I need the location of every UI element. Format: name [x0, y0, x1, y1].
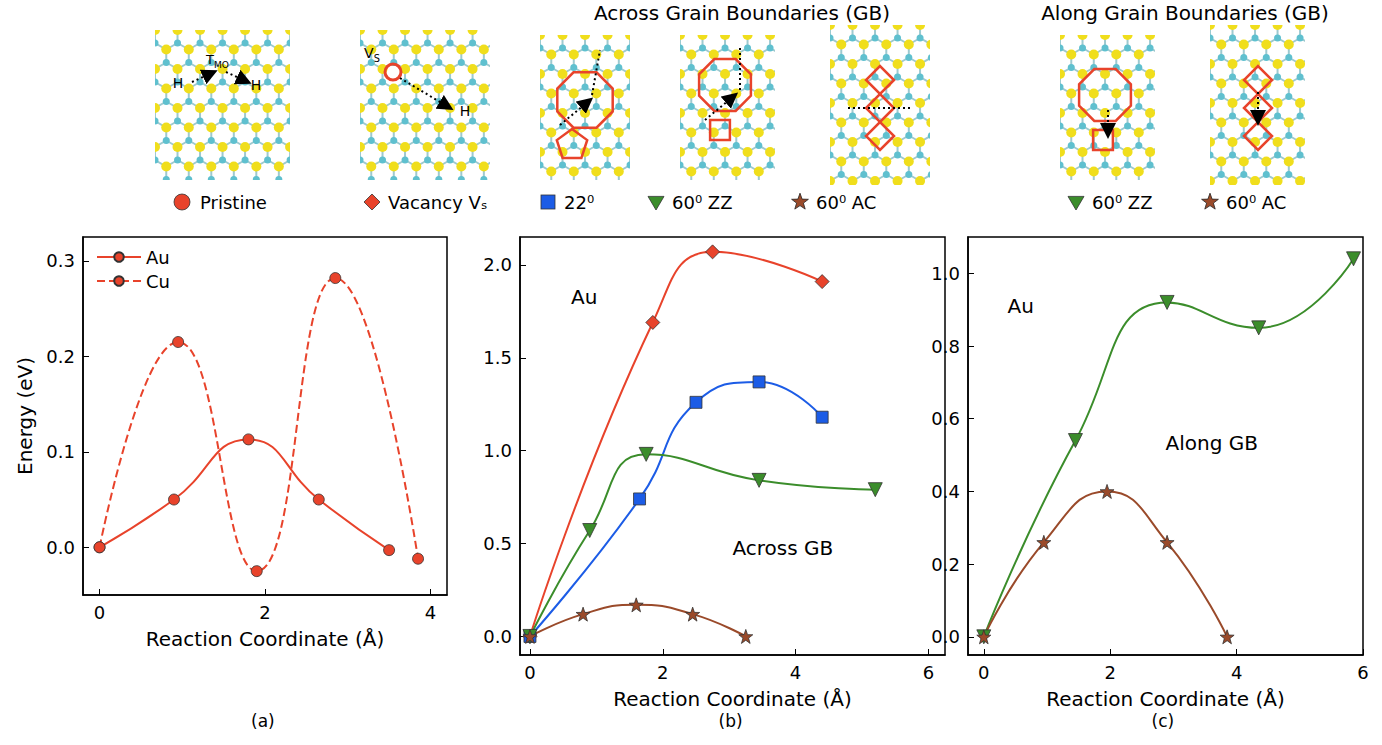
svg-text:0.2: 0.2	[931, 554, 960, 575]
svg-text:0.0: 0.0	[46, 537, 75, 558]
svg-text:Cu: Cu	[146, 271, 170, 292]
svg-text:0.5: 0.5	[483, 533, 512, 554]
svg-text:0.0: 0.0	[483, 626, 512, 647]
svg-text:2.0: 2.0	[483, 254, 512, 275]
svg-text:Reaction Coordinate (Å): Reaction Coordinate (Å)	[1046, 687, 1285, 711]
svg-text:2: 2	[259, 602, 270, 623]
svg-text:60⁰ AC: 60⁰ AC	[1226, 192, 1286, 213]
svg-text:Au: Au	[146, 247, 170, 268]
svg-text:(b): (b)	[719, 711, 743, 731]
svg-text:0: 0	[524, 662, 535, 683]
svg-text:Au: Au	[1008, 294, 1034, 318]
svg-text:Energy (eV): Energy (eV)	[13, 357, 37, 475]
svg-text:22⁰: 22⁰	[564, 192, 594, 213]
svg-text:Vacancy Vₛ: Vacancy Vₛ	[388, 192, 488, 213]
svg-text:1.0: 1.0	[931, 263, 960, 284]
svg-text:(a): (a)	[251, 711, 275, 731]
svg-text:0.1: 0.1	[46, 441, 75, 462]
svg-text:0.8: 0.8	[931, 336, 960, 357]
svg-text:2: 2	[657, 662, 668, 683]
svg-text:Along GB: Along GB	[1166, 431, 1258, 455]
svg-text:0.2: 0.2	[46, 346, 75, 367]
svg-text:60⁰ ZZ: 60⁰ ZZ	[672, 192, 733, 213]
svg-text:2: 2	[1104, 662, 1115, 683]
svg-text:Across GB: Across GB	[733, 536, 834, 560]
svg-text:0.6: 0.6	[931, 408, 960, 429]
svg-text:0.4: 0.4	[931, 481, 960, 502]
svg-text:0.3: 0.3	[46, 250, 75, 271]
svg-text:H: H	[251, 77, 262, 93]
svg-text:TMO: TMO	[205, 52, 229, 70]
svg-text:Reaction Coordinate (Å): Reaction Coordinate (Å)	[613, 687, 852, 711]
svg-text:Au: Au	[571, 285, 597, 309]
svg-text:Pristine: Pristine	[200, 192, 267, 213]
svg-text:60⁰ ZZ: 60⁰ ZZ	[1092, 192, 1153, 213]
svg-text:H: H	[173, 75, 184, 91]
svg-text:VS: VS	[364, 45, 380, 64]
svg-text:4: 4	[790, 662, 801, 683]
svg-text:0.0: 0.0	[931, 626, 960, 647]
svg-text:1.5: 1.5	[483, 347, 512, 368]
svg-text:H: H	[460, 103, 471, 119]
svg-text:0: 0	[978, 662, 989, 683]
svg-text:Reaction Coordinate (Å): Reaction Coordinate (Å)	[146, 627, 385, 651]
svg-text:(c): (c)	[1152, 711, 1175, 731]
svg-text:Along Grain Boundaries (GB): Along Grain Boundaries (GB)	[1041, 1, 1329, 25]
svg-text:1.0: 1.0	[483, 440, 512, 461]
svg-text:6: 6	[1357, 662, 1368, 683]
svg-text:4: 4	[425, 602, 436, 623]
svg-text:60⁰ AC: 60⁰ AC	[816, 192, 876, 213]
svg-text:Across Grain Boundaries (GB): Across Grain Boundaries (GB)	[594, 1, 890, 25]
svg-text:6: 6	[923, 662, 934, 683]
svg-text:4: 4	[1231, 662, 1242, 683]
svg-text:0: 0	[94, 602, 105, 623]
